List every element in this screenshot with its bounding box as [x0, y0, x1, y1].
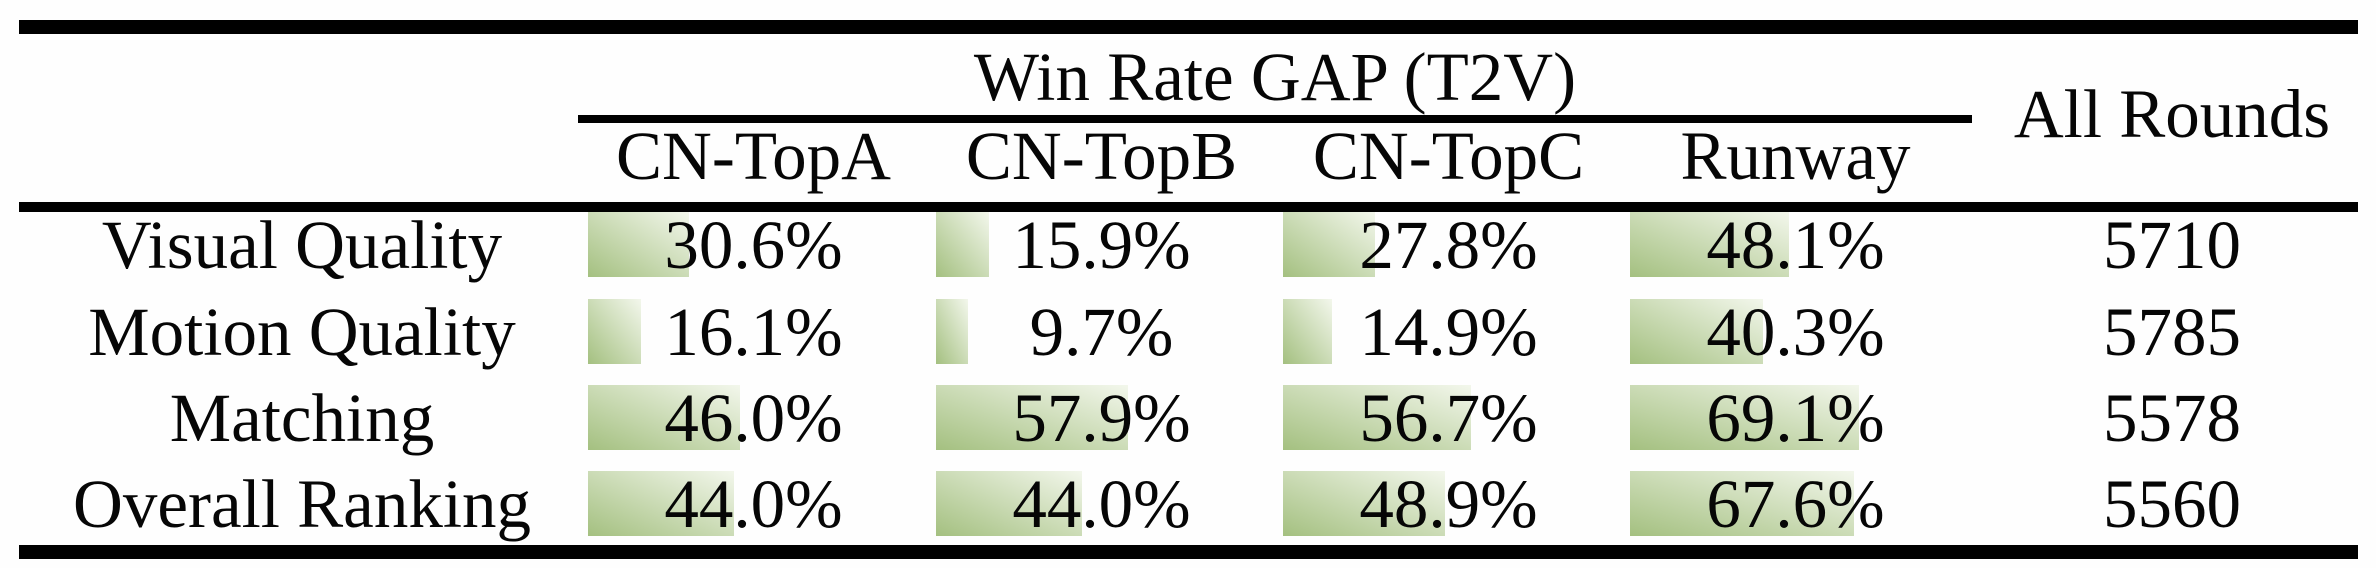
win-rate-bar [936, 385, 1128, 450]
win-rate-bar [1630, 212, 1790, 277]
win-rate-bar [936, 212, 989, 277]
win-rate-value: 27.8% [1359, 207, 1538, 283]
win-rate-value: 15.9% [1012, 207, 1191, 283]
table-cell: 57.9% [936, 380, 1267, 456]
row-label-matching: Matching [169, 380, 435, 456]
table-cell: 44.0% [936, 466, 1267, 542]
table-cell: 44.0% [588, 466, 919, 542]
win-rate-bar [588, 212, 690, 277]
all-rounds-value: 5710 [2103, 207, 2241, 283]
column-header-cn-topa: CN-TopA [616, 118, 891, 194]
column-header-all-rounds: All Rounds [2013, 76, 2331, 152]
all-rounds-value: 5578 [2103, 380, 2241, 456]
win-rate-value: 44.0% [1012, 466, 1191, 542]
table-cell: 27.8% [1283, 207, 1614, 283]
win-rate-bar [1283, 299, 1333, 364]
table-cell: 14.9% [1283, 294, 1614, 370]
win-rate-bar [1630, 385, 1859, 450]
win-rate-value: 30.6% [664, 207, 843, 283]
win-rate-bar [1630, 471, 1854, 536]
win-rate-bar [936, 471, 1082, 536]
table-bottom-rule [19, 545, 2358, 559]
column-header-runway: Runway [1680, 118, 1911, 194]
win-rate-bar [936, 299, 969, 364]
column-header-cn-topb: CN-TopB [965, 118, 1238, 194]
win-rate-value: 16.1% [664, 294, 843, 370]
table-cell: 46.0% [588, 380, 919, 456]
win-rate-value: 46.0% [664, 380, 843, 456]
win-rate-value: 48.1% [1706, 207, 1885, 283]
win-rate-bar [1283, 471, 1445, 536]
row-label-overall-ranking: Overall Ranking [73, 466, 531, 542]
table-cell: 9.7% [936, 294, 1267, 370]
all-rounds-value: 5560 [2103, 466, 2241, 542]
win-rate-bar [588, 299, 642, 364]
table-cell: 30.6% [588, 207, 919, 283]
win-rate-bar [588, 385, 741, 450]
header-bottom-rule [19, 202, 2358, 212]
win-rate-bar [588, 471, 734, 536]
row-label-motion-quality: Motion Quality [88, 294, 516, 370]
table-cell: 56.7% [1283, 380, 1614, 456]
win-rate-value: 48.9% [1359, 466, 1538, 542]
win-rate-value: 57.9% [1012, 380, 1191, 456]
table-cell: 48.9% [1283, 466, 1614, 542]
table-cell: 48.1% [1630, 207, 1961, 283]
table-cell: 69.1% [1630, 380, 1961, 456]
table-cell: 15.9% [936, 207, 1267, 283]
table-cell: 67.6% [1630, 466, 1961, 542]
win-rate-bar [1283, 385, 1471, 450]
all-rounds-value: 5785 [2103, 294, 2241, 370]
win-rate-value: 56.7% [1359, 380, 1538, 456]
table-cell: 16.1% [588, 294, 919, 370]
win-rate-value: 69.1% [1706, 380, 1885, 456]
row-label-visual-quality: Visual Quality [101, 207, 503, 283]
win-rate-bar [1630, 299, 1764, 364]
win-rate-value: 44.0% [664, 466, 843, 542]
table-cell: 40.3% [1630, 294, 1961, 370]
win-rate-bar [1283, 212, 1375, 277]
win-rate-value: 67.6% [1706, 466, 1885, 542]
win-rate-value: 9.7% [1029, 294, 1174, 370]
win-rate-value: 40.3% [1706, 294, 1885, 370]
table-top-rule [19, 20, 2358, 34]
group-header-win-rate-gap: Win Rate GAP (T2V) [973, 39, 1577, 115]
group-header-underline [578, 115, 1972, 123]
win-rate-value: 14.9% [1359, 294, 1538, 370]
column-header-cn-topc: CN-TopC [1312, 118, 1585, 194]
